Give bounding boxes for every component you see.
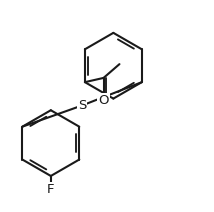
Text: S: S xyxy=(78,99,86,112)
Text: F: F xyxy=(47,183,55,196)
Text: O: O xyxy=(98,94,109,107)
